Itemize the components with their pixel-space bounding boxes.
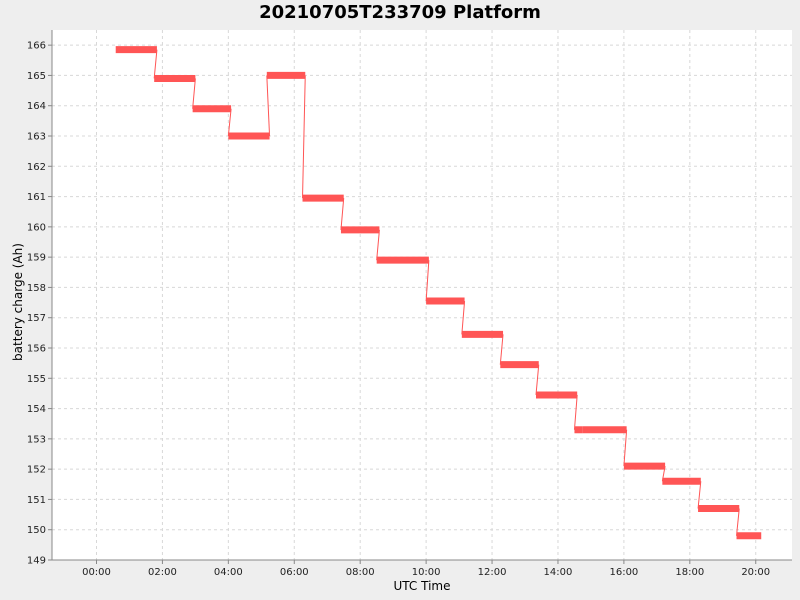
y-tick-label: 164 — [27, 101, 46, 112]
y-tick-label: 156 — [27, 344, 46, 355]
plot-area — [52, 30, 792, 560]
data-series — [115, 46, 762, 540]
y-tick-label: 153 — [27, 434, 46, 445]
y-tick-label: 152 — [27, 465, 46, 476]
x-tick-label: 20:00 — [741, 567, 770, 578]
x-tick-label: 12:00 — [478, 567, 507, 578]
y-tick-label: 157 — [27, 313, 46, 324]
x-tick-label: 02:00 — [148, 567, 177, 578]
y-tick-label: 158 — [27, 283, 46, 294]
series-connector — [499, 334, 504, 365]
y-tick-label: 154 — [27, 404, 46, 415]
series-connector — [623, 429, 628, 467]
y-tick-label: 165 — [27, 71, 46, 82]
series-connector — [697, 481, 702, 509]
y-tick-label: 160 — [27, 222, 46, 233]
chart-title: 20210705T233709 Platform — [259, 2, 541, 23]
y-tick-label: 155 — [27, 374, 46, 385]
x-axis-label: UTC Time — [394, 579, 451, 593]
series-connector — [573, 394, 578, 430]
series-connector — [376, 229, 380, 261]
y-tick-label: 161 — [27, 192, 46, 203]
x-tick-label: 04:00 — [214, 567, 243, 578]
series-connector — [153, 49, 158, 79]
x-ticks: 00:00 02:00 04:00 06:00 08:00 10:00 12:00 14:00… — [82, 560, 770, 578]
series-connector — [461, 301, 466, 335]
axes — [51, 30, 792, 561]
x-tick-label: 08:00 — [346, 567, 375, 578]
series-connector — [227, 108, 232, 137]
series-connector — [302, 75, 306, 199]
series-connector — [340, 198, 345, 230]
y-tick-label: 163 — [27, 132, 46, 143]
series-connector — [736, 508, 740, 536]
x-tick-label: 16:00 — [609, 567, 638, 578]
y-tick-label: 166 — [27, 41, 46, 52]
x-tick-label: 06:00 — [280, 567, 309, 578]
y-tick-label: 162 — [27, 162, 46, 173]
y-tick-label: 151 — [27, 495, 46, 506]
grid — [52, 30, 792, 561]
series-connector — [535, 364, 540, 395]
x-tick-label: 18:00 — [675, 567, 704, 578]
series-connector — [266, 75, 271, 137]
y-ticks: 149 150 151 152 153 154 155 156 157 158 159 160 161 1… — [27, 41, 52, 567]
y-tick-label: 150 — [27, 525, 46, 536]
y-tick-label: 149 — [27, 556, 46, 567]
x-tick-label: 10:00 — [412, 567, 441, 578]
y-axis-label: battery charge (Ah) — [11, 243, 25, 361]
x-tick-label: 00:00 — [82, 567, 111, 578]
series-connector — [192, 78, 196, 109]
y-tick-label: 159 — [27, 253, 46, 264]
x-tick-label: 14:00 — [544, 567, 573, 578]
series-connector — [425, 260, 430, 302]
